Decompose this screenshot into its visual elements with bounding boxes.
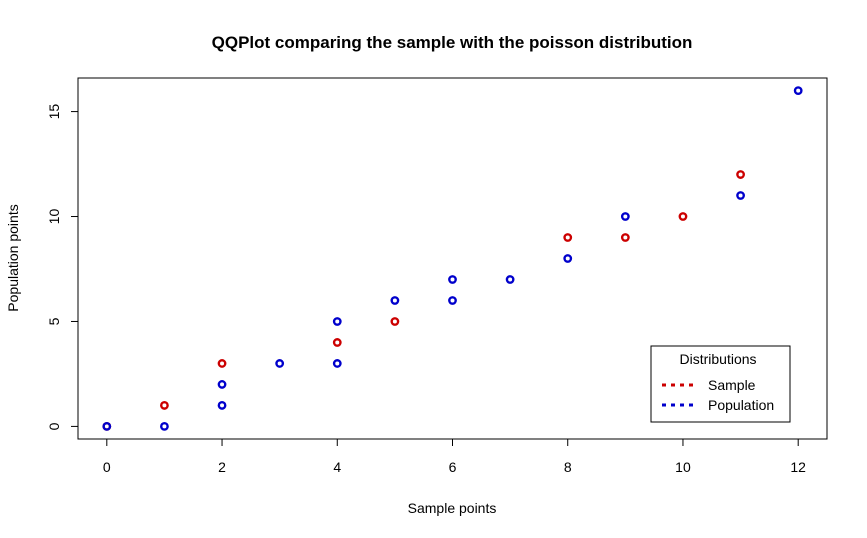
population-point [793, 86, 803, 95]
population-point [102, 422, 112, 431]
x-axis-label: Sample points [408, 500, 497, 516]
x-tick-label: 8 [564, 459, 572, 475]
legend-items: Sample Population [662, 377, 774, 413]
legend: Distributions Sample Population [650, 345, 791, 423]
y-tick-label: 15 [46, 104, 62, 120]
sample-point [332, 338, 342, 347]
legend-title: Distributions [679, 351, 756, 367]
y-tick-label: 10 [46, 209, 62, 225]
population-point [736, 191, 745, 200]
population-point [332, 317, 342, 326]
sample-point [563, 233, 573, 242]
population-point [390, 296, 400, 305]
y-axis: 0 5 10 15 [46, 104, 79, 430]
sample-point [678, 212, 688, 221]
population-point [160, 422, 169, 431]
chart-title: QQPlot comparing the sample with the poi… [212, 33, 693, 52]
legend-label-population: Population [708, 397, 774, 413]
sample-point [736, 170, 745, 179]
x-tick-label: 10 [675, 459, 691, 475]
y-axis-label: Population points [5, 204, 21, 311]
sample-point [217, 359, 227, 368]
x-tick-label: 12 [790, 459, 806, 475]
population-point [217, 401, 227, 410]
data-points [102, 86, 803, 431]
x-tick-label: 2 [218, 459, 226, 475]
x-axis: 0 2 4 6 8 10 12 [103, 438, 806, 475]
sample-point [390, 317, 400, 326]
y-tick-label: 0 [46, 422, 62, 430]
population-point [275, 359, 285, 368]
population-point [620, 212, 630, 221]
y-tick-label: 5 [46, 317, 62, 325]
population-point [505, 275, 515, 284]
x-tick-label: 0 [103, 459, 111, 475]
legend-label-sample: Sample [708, 377, 756, 393]
x-tick-label: 4 [333, 459, 341, 475]
population-point [563, 254, 573, 263]
population-point [448, 275, 457, 284]
population-point [217, 380, 227, 389]
sample-point [620, 233, 630, 242]
x-tick-label: 6 [449, 459, 457, 475]
population-point [448, 296, 457, 305]
sample-point [160, 401, 169, 410]
population-point [332, 359, 342, 368]
